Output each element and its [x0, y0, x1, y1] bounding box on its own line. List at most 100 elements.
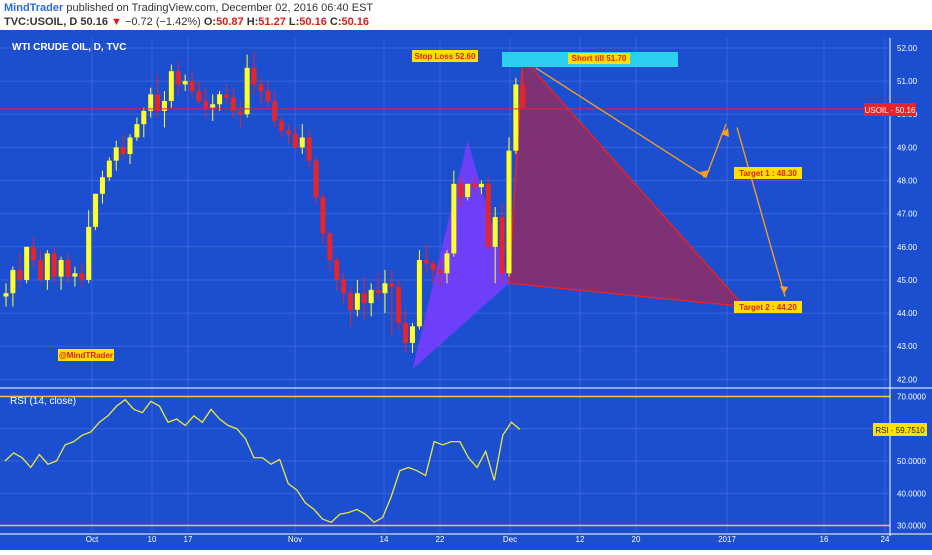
candle-body	[120, 147, 126, 154]
y-tick-label: 47.00	[897, 210, 918, 219]
x-tick-label: 24	[881, 535, 890, 544]
candle-body	[334, 260, 340, 280]
axis-layer: 52.0051.0050.0049.0048.0047.0046.0045.00…	[0, 38, 932, 544]
candle-body	[230, 97, 236, 111]
candle-body	[10, 270, 16, 294]
candle-body	[492, 216, 498, 247]
overlay-layer	[0, 67, 890, 297]
candle-body	[168, 71, 174, 101]
symbol-line: TVC:USOIL, D 50.16 ▼ −0.72 (−1.42%) O:50…	[4, 16, 369, 28]
y-tick-label: 45.00	[897, 276, 918, 285]
publish-line: MindTrader published on TradingView.com,…	[4, 2, 373, 14]
candle-body	[354, 293, 360, 310]
chart-svg[interactable]: 52.0051.0050.0049.0048.0047.0046.0045.00…	[0, 30, 932, 550]
candle-body	[99, 177, 105, 194]
x-tick-label: Oct	[86, 535, 99, 544]
change-value: −0.72 (−1.42%)	[124, 16, 201, 28]
close-label: C:	[329, 16, 342, 28]
candle-body	[292, 134, 298, 148]
header-bar: MindTrader published on TradingView.com,…	[0, 0, 932, 30]
candle-body	[458, 183, 464, 198]
candle-body	[465, 183, 471, 198]
candle-body	[485, 183, 491, 247]
candle-body	[37, 260, 43, 280]
chart-area[interactable]: 52.0051.0050.0049.0048.0047.0046.0045.00…	[0, 30, 932, 550]
projection-arrowhead-2	[721, 128, 729, 137]
candle-body	[520, 84, 526, 108]
rsi-tick-label: 50.0000	[897, 457, 926, 466]
candle-body	[127, 137, 133, 154]
candle-body	[306, 137, 312, 161]
author-name[interactable]: MindTrader	[4, 2, 64, 14]
stop-loss-box	[412, 50, 478, 62]
pattern-layer	[412, 56, 746, 370]
high-label: H:	[246, 16, 259, 28]
candle-body	[299, 137, 305, 148]
candle-body	[389, 283, 395, 287]
open-label: O:	[203, 16, 217, 28]
candle-body	[86, 226, 92, 280]
candle-body	[175, 71, 181, 85]
candle-body	[196, 91, 202, 101]
candle-body	[403, 323, 409, 343]
candle-body	[65, 260, 71, 277]
pattern-right-triangle	[508, 56, 746, 308]
handle-label: @MindTRader	[59, 351, 113, 360]
candle-body	[451, 183, 457, 254]
candle-layer	[3, 51, 526, 353]
rsi-tick-label: 30.0000	[897, 522, 926, 531]
x-tick-label: 16	[820, 535, 829, 544]
symbol-label: TVC:USOIL, D	[4, 16, 78, 28]
candle-body	[244, 67, 250, 115]
y-tick-label: 49.00	[897, 143, 918, 152]
x-tick-label: 10	[148, 535, 157, 544]
candle-body	[251, 67, 257, 85]
candle-body	[382, 283, 388, 294]
candle-body	[93, 193, 99, 227]
publish-info: published on TradingView.com, December 0…	[66, 2, 374, 14]
candle-body	[423, 260, 429, 264]
rsi-badge	[873, 423, 927, 436]
candle-body	[279, 120, 285, 131]
candle-body	[437, 270, 443, 274]
change-down-icon: ▼	[111, 16, 122, 28]
candle-body	[348, 293, 353, 310]
target1-label: Target 1 : 48.30	[739, 169, 797, 178]
rsi-badge-label: RSI · 59.7510	[875, 426, 925, 435]
low-label: L:	[288, 16, 300, 28]
candle-body	[320, 197, 326, 234]
candle-body	[237, 110, 243, 115]
x-tick-label: 17	[184, 535, 193, 544]
candle-body	[375, 289, 381, 294]
candle-body	[31, 246, 37, 261]
x-tick-label: 12	[576, 535, 585, 544]
y-tick-label: 42.00	[897, 375, 918, 384]
projection-path-1	[535, 67, 727, 179]
candle-body	[396, 286, 402, 324]
rsi-tick-label: 40.0000	[897, 489, 926, 498]
handle-box	[58, 349, 114, 361]
open-value: 50.87	[216, 16, 244, 28]
candle-body	[17, 270, 23, 280]
chart-title: WTI CRUDE OIL, D, TVC	[12, 42, 126, 53]
y-tick-label: 44.00	[897, 309, 918, 318]
candle-body	[444, 253, 450, 274]
y-tick-label: 46.00	[897, 243, 918, 252]
close-value: 50.16	[341, 16, 370, 28]
x-tick-label: 22	[436, 535, 445, 544]
rsi-title: RSI (14, close)	[10, 396, 76, 407]
candle-body	[410, 326, 416, 343]
candle-body	[327, 233, 333, 261]
short-till-tag	[568, 53, 630, 64]
candle-body	[258, 84, 264, 92]
projection-arrowhead-3	[780, 286, 788, 294]
y-tick-label: 51.00	[897, 77, 918, 86]
candle-body	[148, 94, 154, 111]
stop-loss-label: Stop Loss 52.60	[415, 52, 476, 61]
candle-body	[368, 289, 374, 304]
grid-layer	[0, 38, 890, 532]
candle-body	[182, 81, 188, 85]
candle-body	[210, 104, 216, 108]
rsi-layer	[4, 398, 521, 524]
candle-body	[472, 183, 478, 188]
